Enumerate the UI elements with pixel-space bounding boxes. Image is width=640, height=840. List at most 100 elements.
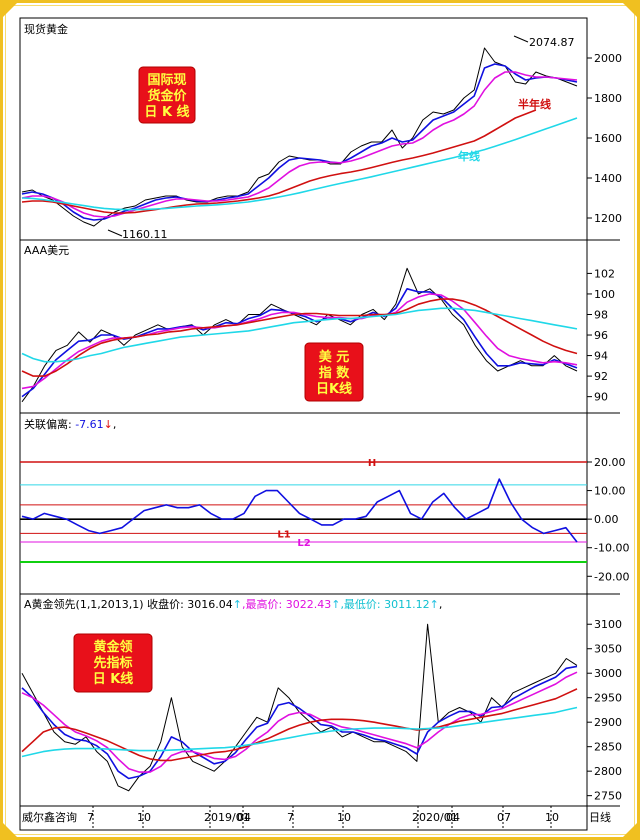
ma-red-line <box>21 688 578 762</box>
y-tick-label: 92 <box>594 370 608 383</box>
gold-price-panel: 1200 1400 1600 1800 2000 <box>21 47 622 227</box>
y-tick-label: 2000 <box>594 52 622 65</box>
y-tick-label: 3100 <box>594 618 622 631</box>
y-tick-label: 0.00 <box>594 513 619 526</box>
up-arrow-icon: ↑ <box>331 598 340 611</box>
y-tick-label: 1400 <box>594 172 622 185</box>
y-tick-label: 94 <box>594 350 608 363</box>
deviation-line <box>21 478 578 543</box>
corr-panel-title: 关联偏离: -7.61↓, <box>24 417 116 431</box>
ma-magenta-line <box>21 71 578 218</box>
badge-line: 美 元 <box>319 349 350 365</box>
badge-line: 先指标 <box>93 655 132 671</box>
badge-line: 黄金领 <box>93 639 132 655</box>
corner-ornament-icon <box>622 2 638 18</box>
plot-area <box>19 17 588 831</box>
x-tick-label: 07 <box>497 811 511 824</box>
y-tick-label: 1200 <box>594 212 622 225</box>
badge-box <box>304 342 364 402</box>
badge-line: 货金价 <box>147 88 187 104</box>
usd-index-panel: 90 92 94 96 98 100 102 <box>21 267 615 404</box>
lead-low-value: 3011.12 <box>384 598 430 611</box>
up-arrow-icon: ↑ <box>430 598 439 611</box>
y-tick-label: 2750 <box>594 790 622 803</box>
ma-cyan-line <box>21 117 578 211</box>
y-tick-label: 20.00 <box>594 456 626 469</box>
y-tick-label: 10.00 <box>594 485 626 498</box>
x-tick-label: 10 <box>137 811 151 824</box>
badge-box <box>138 66 196 124</box>
high-annotation-leader <box>513 35 529 43</box>
badge-line: 日K线 <box>316 381 352 397</box>
y-tick-label: 2900 <box>594 716 622 729</box>
price-line <box>21 267 578 403</box>
lead-panel-title: A黄金领先(1,1,2013,1) 收盘价: 3016.04↑,最高价: 302… <box>24 597 442 611</box>
y-tick-label: 3000 <box>594 667 622 680</box>
corner-ornament-icon <box>2 2 18 18</box>
y-tick-label: 96 <box>594 329 608 342</box>
x-tick-label: 04 <box>237 811 251 824</box>
lead-close-value: 3016.04 <box>187 598 233 611</box>
badge-line: 国际现 <box>147 73 186 88</box>
usd-badge: 美 元 指 数 日K线 <box>304 342 364 402</box>
lead-low-label: ,最低价: <box>340 598 384 611</box>
ma-red-line <box>21 298 578 377</box>
correlation-deviation-panel: -20.00 -10.00 0.00 10.00 20.00 H L1 L2 <box>20 456 629 583</box>
usd-panel-title: AAA美元 <box>24 244 69 257</box>
y-tick-label: 2950 <box>594 692 622 705</box>
ma-magenta-line <box>21 293 578 390</box>
corner-ornament-icon <box>622 822 638 838</box>
x-tick-label: 7 <box>287 811 294 824</box>
badge-line: 日 K线 <box>93 671 134 687</box>
badge-box <box>73 633 153 693</box>
gold-panel-title: 现货黄金 <box>24 22 68 36</box>
lead-title-tail: , <box>439 598 443 611</box>
y-tick-label: 2800 <box>594 765 622 778</box>
ma-cyan-line <box>21 307 578 363</box>
year-line-label: 年线 <box>458 149 480 163</box>
x-tick-label: 10 <box>545 811 559 824</box>
down-arrow-icon: ↓ <box>104 418 113 431</box>
reference-line-label: L1 <box>277 529 290 540</box>
y-tick-label: 102 <box>594 267 615 280</box>
ma-blue-line <box>21 288 578 398</box>
badge-line: 指 数 <box>319 365 351 381</box>
period-label: 日线 <box>589 810 611 824</box>
y-tick-label: -10.00 <box>594 542 629 555</box>
reference-line-label: L2 <box>297 538 310 549</box>
y-tick-label: 90 <box>594 391 608 404</box>
x-tick-label: 2019/01 <box>204 811 250 824</box>
badge-line: 日 K 线 <box>144 104 189 120</box>
ma-magenta-line <box>21 671 578 773</box>
up-arrow-icon: ↑ <box>233 598 242 611</box>
price-line <box>21 47 578 227</box>
ma-blue-line <box>21 63 578 221</box>
x-tick-label: 7 <box>87 811 94 824</box>
gold-badge: 国际现 货金价 日 K 线 <box>138 66 196 124</box>
y-tick-label: 98 <box>594 308 608 321</box>
y-tick-label: 1600 <box>594 132 622 145</box>
lead-high-label: ,最高价: <box>242 597 286 611</box>
reference-line-label: H <box>368 458 376 469</box>
y-tick-label: 100 <box>594 288 615 301</box>
ma-cyan-line <box>21 706 578 758</box>
y-tick-label: 3050 <box>594 643 622 656</box>
y-tick-label: -20.00 <box>594 570 629 583</box>
lead-high-value: 3022.43 <box>286 598 332 611</box>
corr-title-prefix: 关联偏离: <box>24 417 75 431</box>
low-annotation: 1160.11 <box>122 228 168 241</box>
half-year-line-label: 半年线 <box>518 97 551 111</box>
frame-inner-border <box>5 5 635 835</box>
x-tick-label: 2020/01 <box>412 811 458 824</box>
corner-ornament-icon <box>2 822 18 838</box>
lead-title-prefix: A黄金领先(1,1,2013,1) 收盘价: <box>24 597 187 611</box>
y-tick-label: 2850 <box>594 741 622 754</box>
high-annotation: 2074.87 <box>529 36 575 49</box>
corr-title-value: -7.61 <box>75 418 103 431</box>
y-tick-label: 1800 <box>594 92 622 105</box>
low-annotation-leader <box>107 229 123 237</box>
corr-title-suffix: , <box>113 418 117 431</box>
